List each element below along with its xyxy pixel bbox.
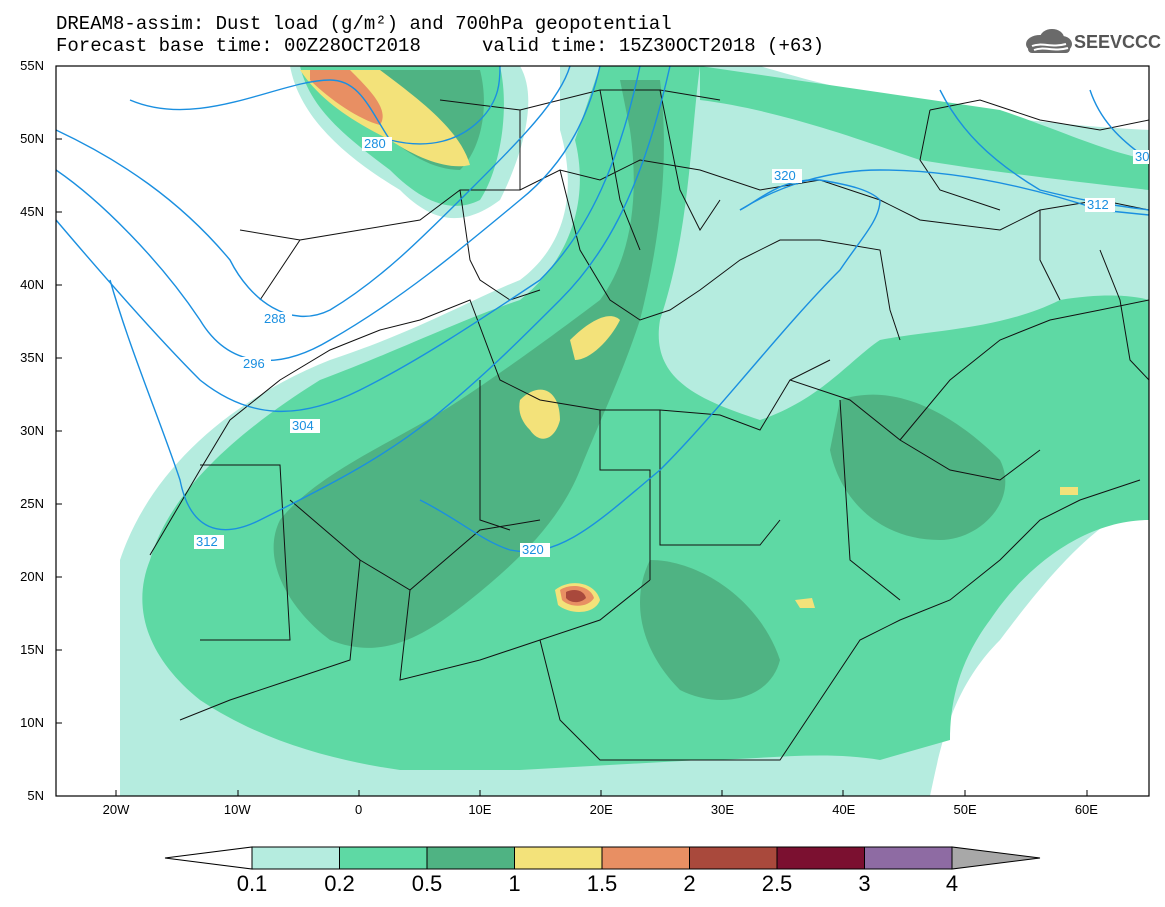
lon-label-60E: 60E	[1074, 802, 1098, 817]
lon-label-30E: 30E	[710, 802, 735, 817]
lat-label-45N: 45N	[20, 204, 44, 219]
lat-label-40N: 40N	[20, 277, 44, 292]
lat-ticks	[56, 65, 62, 797]
forecast-base-time: Forecast base time: 00Z28OCT2018	[56, 35, 421, 57]
contour-label-320: 320	[522, 542, 544, 557]
lat-label-10N: 10N	[20, 715, 44, 730]
geopotential-contours	[56, 66, 1149, 553]
lon-label-10E: 10E	[468, 802, 492, 817]
dust-band-2	[566, 590, 586, 603]
lat-label-5N: 5N	[27, 788, 44, 803]
lon-label-20W: 20W	[102, 802, 130, 817]
map-title: DREAM8-assim: Dust load (g/m²) and 700hP…	[56, 13, 672, 35]
colorbar-label-0.5: 0.5	[411, 871, 443, 896]
colorbar-label-2.5: 2.5	[761, 871, 793, 896]
contour-label-296: 296	[243, 356, 265, 371]
contour-label-304: 304	[292, 418, 314, 433]
contour-labels: 280 288 296 304 312 320 320 312 30	[194, 136, 1149, 557]
colorbar-label-1: 1	[508, 871, 521, 896]
logo-text: SEEVCCC	[1074, 32, 1162, 52]
colorbar-label-0.1: 0.1	[236, 871, 268, 896]
contour-label-30: 30	[1135, 149, 1149, 164]
lon-label-50E: 50E	[953, 802, 977, 817]
contour-label-280: 280	[364, 136, 386, 151]
colorbar-label-4: 4	[945, 871, 959, 896]
colorbar-label-0.2: 0.2	[324, 871, 355, 896]
colorbar-label-3: 3	[858, 871, 871, 896]
lat-label-30N: 30N	[20, 423, 44, 438]
lon-label-40E: 40E	[832, 802, 856, 817]
country-borders	[149, 89, 1149, 761]
colorbar-label-1.5: 1.5	[586, 871, 618, 896]
lat-label-20N: 20N	[20, 569, 44, 584]
contour-label-320b: 320	[774, 168, 796, 183]
lat-label-55N: 55N	[20, 58, 44, 73]
lon-label-0: 0	[354, 802, 363, 817]
lon-label-20E: 20E	[589, 802, 613, 817]
seevccc-logo	[1026, 29, 1072, 53]
colorbar-label-2: 2	[683, 871, 696, 896]
lat-label-25N: 25N	[20, 496, 44, 511]
contour-label-312: 312	[196, 534, 218, 549]
valid-time: valid time: 15Z30OCT2018 (+63)	[482, 35, 825, 57]
lat-label-35N: 35N	[20, 350, 44, 365]
lon-label-10W: 10W	[223, 802, 251, 817]
lat-label-15N: 15N	[20, 642, 44, 657]
lat-label-50N: 50N	[20, 131, 44, 146]
contour-label-288: 288	[264, 311, 286, 326]
lon-ticks	[115, 790, 1088, 796]
contour-label-312b: 312	[1087, 197, 1109, 212]
